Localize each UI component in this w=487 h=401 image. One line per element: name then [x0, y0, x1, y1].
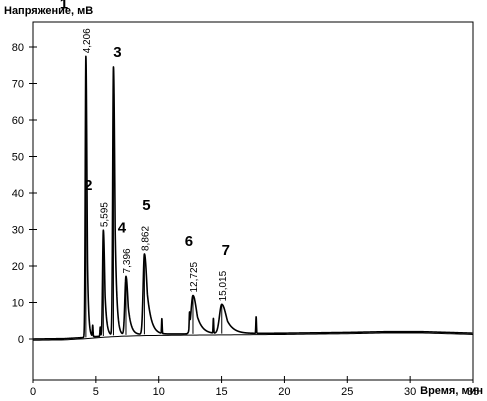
peak-number-label: 4 — [118, 219, 127, 236]
y-tick-label: 0 — [18, 334, 24, 346]
x-tick-label: 10 — [153, 386, 165, 398]
peak-number-label: 6 — [185, 233, 193, 250]
retention-time-label: 15,015 — [218, 270, 229, 301]
x-tick-label: 25 — [341, 386, 353, 398]
y-tick-label: 40 — [12, 188, 24, 200]
peak-number-label: 7 — [222, 242, 230, 259]
y-tick-label: 60 — [12, 115, 24, 127]
y-axis-title: Напряжение, мВ — [4, 5, 93, 17]
x-tick-label: 5 — [93, 386, 99, 398]
retention-time-label: 12,725 — [189, 261, 200, 292]
peak-labels: 4,206 1 5,595 2 3 7,396 4 8,862 5 12,725 6 15,015 7 — [60, 0, 230, 301]
y-tick-label: 50 — [12, 152, 24, 164]
plot-frame — [32, 21, 474, 381]
y-tick-label: 10 — [12, 298, 24, 310]
x-tick-label: 15 — [215, 386, 227, 398]
retention-time-label: 5,595 — [99, 202, 110, 227]
peak-number-label: 2 — [84, 177, 92, 194]
retention-time-label: 4,206 — [82, 28, 93, 53]
x-tick-label: 30 — [404, 386, 416, 398]
y-tick-label: 70 — [12, 79, 24, 91]
y-tick-label: 20 — [12, 261, 24, 273]
peak-number-label: 3 — [113, 44, 121, 61]
x-axis-title: Время, мин — [420, 385, 483, 397]
x-tick-label: 20 — [278, 386, 290, 398]
x-tick-label: 0 — [30, 386, 36, 398]
peak-number-label: 1 — [60, 0, 68, 12]
fitted-baseline — [32, 332, 474, 341]
x-tick-label: 35 — [467, 386, 479, 398]
y-tick-label: 80 — [12, 42, 24, 54]
peak-number-label: 5 — [142, 197, 150, 214]
retention-time-label: 8,862 — [140, 226, 151, 251]
retention-time-label: 7,396 — [122, 248, 133, 273]
y-tick-label: 30 — [12, 225, 24, 237]
chromatogram-trace — [32, 55, 474, 341]
signal-line — [32, 55, 473, 340]
